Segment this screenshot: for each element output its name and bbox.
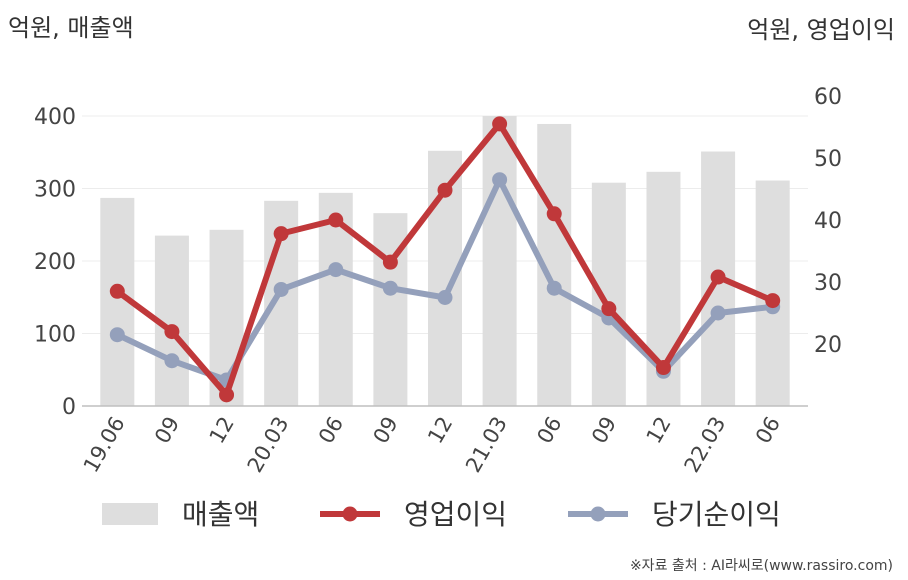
x-tick-label: 12: [423, 413, 457, 448]
x-tick-label: 06: [532, 413, 566, 448]
point-당기순이익-3: [273, 281, 289, 297]
legend-marker-영업이익: [342, 506, 358, 522]
point-영업이익-7: [492, 116, 508, 132]
left-axis-tick: 300: [34, 178, 76, 203]
left-axis-tick: 200: [34, 250, 76, 275]
point-당기순이익-4: [328, 262, 344, 278]
point-영업이익-1: [164, 324, 180, 340]
point-영업이익-5: [382, 254, 398, 270]
right-axis-tick: 20: [814, 333, 842, 358]
left-axis-tick: 400: [34, 105, 76, 130]
point-영업이익-8: [546, 206, 562, 222]
x-tick-label: 06: [314, 413, 348, 448]
point-영업이익-0: [109, 283, 125, 299]
legend: 매출액 영업이익 당기순이익: [102, 498, 781, 531]
profit-lines: [109, 116, 781, 403]
point-영업이익-9: [601, 301, 617, 317]
point-당기순이익-1: [164, 353, 180, 369]
legend-marker-당기순이익: [590, 506, 606, 522]
point-당기순이익-5: [382, 280, 398, 296]
x-axis-ticks: 19.06 09 12 20.03 06 09 12 21.03 06 09 12 22.03 06: [79, 412, 785, 476]
right-axis-tick: 50: [814, 147, 842, 172]
legend-label: 당기순이익: [652, 498, 781, 531]
legend-label: 영업이익: [404, 498, 507, 531]
bar-매출액-9: [591, 182, 626, 406]
right-axis-tick: 60: [814, 85, 842, 110]
right-axis-ticks: 20 30 40 50 60: [814, 85, 842, 358]
point-영업이익-6: [437, 182, 453, 198]
left-axis-ticks: 0 100 200 300 400: [34, 105, 76, 420]
point-영업이익-11: [710, 269, 726, 285]
source-note: ※자료 출처 : AI라씨로(www.rassiro.com): [630, 558, 893, 574]
x-tick-label: 12: [205, 413, 239, 448]
x-tick-label: 09: [369, 413, 403, 448]
point-당기순이익-11: [710, 305, 726, 321]
x-tick-label: 09: [150, 413, 184, 448]
left-axis-unit-label: 억원, 매출액: [8, 14, 134, 42]
legend-label: 매출액: [182, 498, 259, 531]
point-영업이익-10: [655, 360, 671, 376]
x-tick-label: 12: [642, 413, 676, 448]
x-tick-label: 09: [587, 413, 621, 448]
bar-매출액-7: [482, 116, 517, 406]
point-영업이익-4: [328, 212, 344, 228]
left-axis-tick: 100: [34, 323, 76, 348]
x-tick-label: 22.03: [680, 413, 731, 477]
x-tick-label: 21.03: [461, 412, 512, 476]
point-영업이익-3: [273, 226, 289, 242]
point-당기순이익-6: [437, 290, 453, 305]
point-영업이익-12: [765, 293, 781, 309]
x-tick-label: 19.06: [79, 413, 130, 477]
legend-swatch-매출액: [102, 503, 158, 525]
right-axis-unit-label: 억원, 영업이익: [747, 16, 895, 44]
x-tick-label: 20.03: [243, 413, 294, 477]
point-영업이익-2: [219, 387, 235, 403]
right-axis-tick: 30: [814, 271, 842, 296]
point-당기순이익-8: [546, 280, 562, 296]
left-axis-tick: 0: [62, 395, 76, 420]
point-당기순이익-7: [492, 172, 508, 188]
right-axis-tick: 40: [814, 209, 842, 234]
point-당기순이익-0: [109, 327, 125, 343]
x-tick-label: 06: [751, 413, 785, 448]
